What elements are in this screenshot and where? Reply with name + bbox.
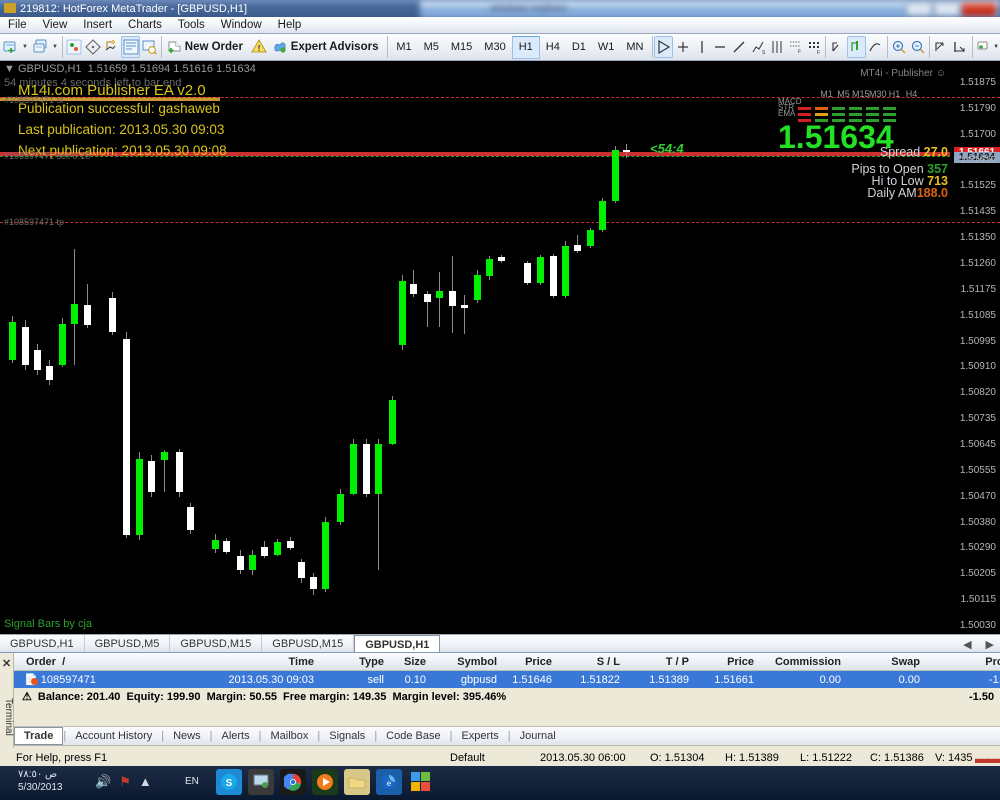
svg-text:!: !	[258, 43, 261, 53]
svg-text:F: F	[798, 49, 801, 55]
svg-text:F: F	[817, 50, 820, 55]
svg-text:e: e	[387, 779, 392, 788]
svg-text:S: S	[226, 778, 233, 789]
svg-text:S: S	[762, 50, 766, 55]
